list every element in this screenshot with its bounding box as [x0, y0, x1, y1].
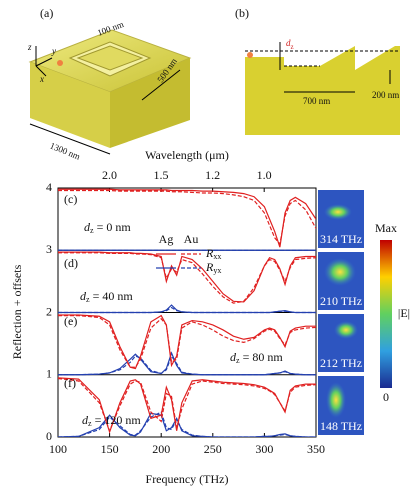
x-tick-label: 350	[307, 442, 325, 456]
panel-label: (b)	[235, 6, 249, 20]
offset-label: dz	[286, 38, 294, 51]
panel-annotation: dz= 80 nm	[230, 350, 283, 365]
panel-annotation: dz= 40 nm	[80, 289, 133, 304]
source-dot	[247, 52, 253, 58]
x-tick-label: 250	[204, 442, 222, 456]
field-maps: 314 THz 210 THz 212 THz 148 THz Max |E| …	[318, 190, 410, 435]
hotspot	[324, 204, 352, 220]
x-tick-label: 100	[49, 442, 67, 456]
x2-axis-title: Wavelength (μm)	[145, 148, 229, 162]
axis-name: z	[27, 42, 32, 52]
annotation-text: = 0 nm	[97, 220, 132, 234]
x2-tick-label: 1.0	[257, 168, 272, 182]
annotation-text: = 120 nm	[95, 413, 142, 427]
hotspot	[326, 382, 346, 418]
x-axis-title: Frequency (THz)	[146, 472, 229, 486]
panel-annotation: dz= 120 nm	[82, 413, 141, 428]
y-tick-label: 2	[46, 304, 52, 318]
x-tick-label: 300	[255, 442, 273, 456]
y-tick-label: 4	[46, 180, 52, 194]
y-tick-label: 1	[46, 367, 52, 381]
subscript: xx	[213, 252, 221, 261]
map-label: 210 THz	[320, 294, 362, 308]
map-label: 314 THz	[320, 232, 362, 246]
axis-name: y	[51, 46, 56, 56]
panel-label: (d)	[64, 256, 78, 270]
panel-label: (e)	[64, 314, 77, 328]
source-dot	[57, 60, 63, 66]
map-label: 212 THz	[320, 356, 362, 370]
hotspot	[334, 321, 358, 339]
x-tick-label: 150	[101, 442, 119, 456]
legend-header: Ag	[159, 232, 174, 246]
x2-tick-label: 1.2	[205, 168, 220, 182]
subscript: z	[291, 43, 294, 51]
dim-label: 200 nm	[372, 90, 399, 100]
y-tick-label: 0	[46, 429, 52, 443]
panel-label: (c)	[64, 192, 77, 206]
x-tick-label: 200	[152, 442, 170, 456]
legend-header: Au	[184, 232, 199, 246]
legend-label: Rxx	[205, 246, 221, 261]
subscript: yx	[213, 266, 221, 275]
series-line	[58, 305, 316, 312]
map-label: 148 THz	[320, 419, 362, 433]
schematic-b: (b) dz 700 nm 200 nm	[235, 6, 400, 135]
hotspot	[324, 258, 356, 286]
y-axis-title: Reflection + offsets	[10, 264, 24, 359]
panel-annotation: dz= 0 nm	[84, 220, 131, 235]
y-tick-label: 3	[46, 242, 52, 256]
panel-label: (f)	[64, 376, 76, 390]
subscript: z	[88, 419, 92, 428]
colorbar	[380, 240, 392, 388]
schematic-a: (a) 100 nm 500 nm 1300 nm x y z	[27, 6, 190, 162]
panel-label: (a)	[40, 6, 53, 20]
x2-tick-label: 1.5	[154, 168, 169, 182]
figure: (a) 100 nm 500 nm 1300 nm x y z (b) dz 7…	[0, 0, 420, 490]
dim-label: 700 nm	[303, 96, 330, 106]
subscript: z	[90, 226, 94, 235]
legend-label: Ryx	[205, 260, 221, 275]
annotation-text: = 80 nm	[243, 350, 284, 364]
subscript: z	[236, 356, 240, 365]
x2-tick-label: 2.0	[102, 168, 117, 182]
colorbar-label: |E|	[398, 306, 410, 320]
colorbar-min: 0	[383, 390, 389, 404]
colorbar-max: Max	[375, 221, 397, 235]
subscript: z	[86, 295, 90, 304]
chart: 0 1 2 3 4 100 150 200 250 300 350 2.0 1.5 1.2 1.0 (c) dz…	[46, 168, 325, 456]
annotation-text: = 40 nm	[93, 289, 134, 303]
dim-label: 1300 nm	[48, 140, 81, 161]
axis-name: x	[39, 74, 44, 84]
